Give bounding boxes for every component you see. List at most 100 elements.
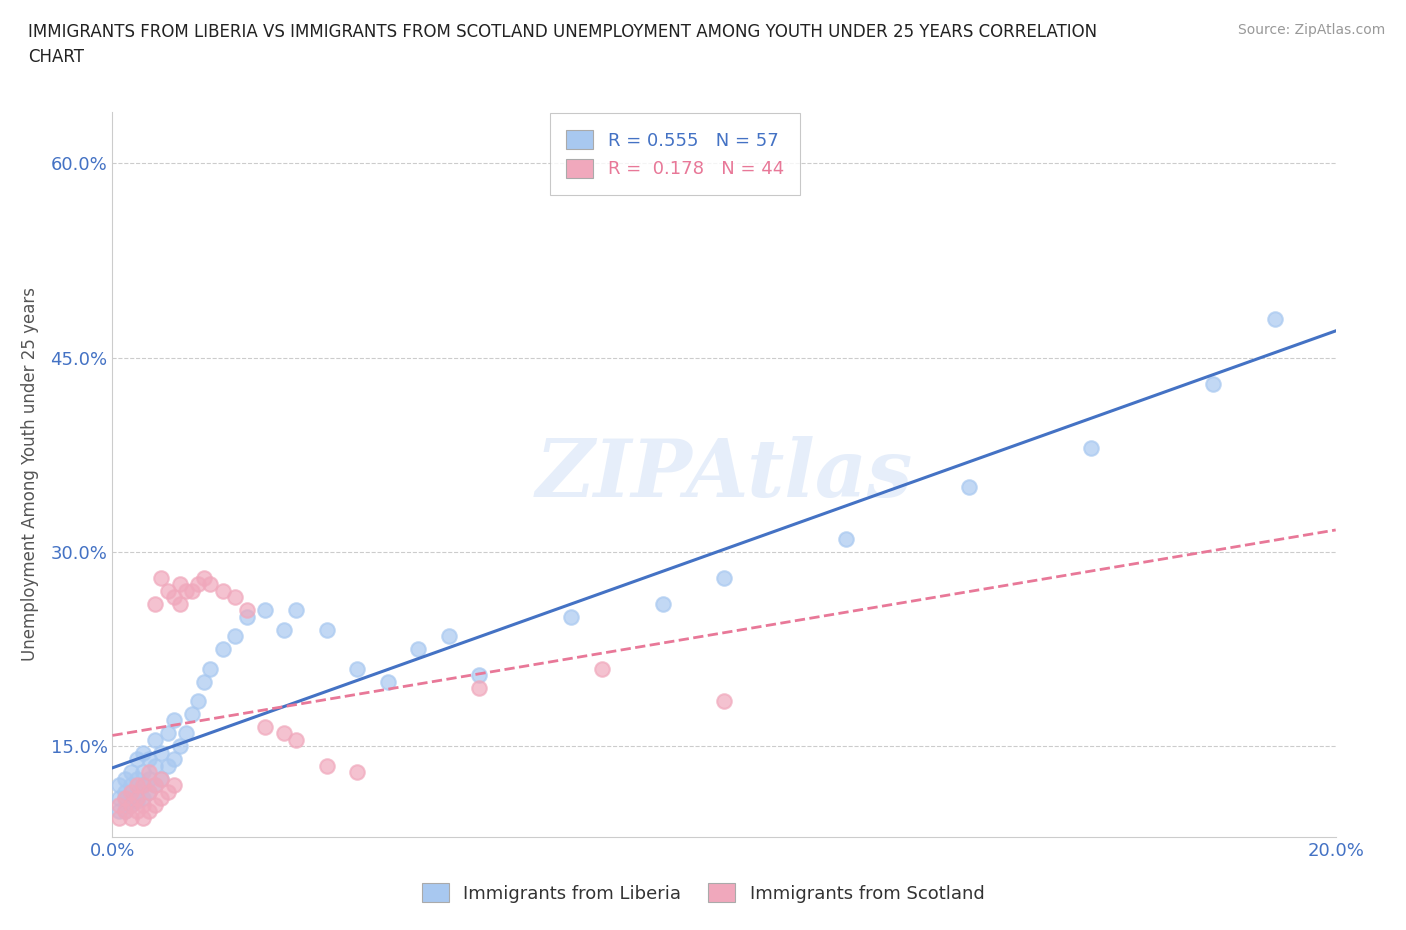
- Point: [236, 603, 259, 618]
- Point: [273, 622, 295, 637]
- Point: [132, 777, 155, 792]
- Point: [1202, 377, 1225, 392]
- Point: [346, 764, 368, 779]
- Point: [138, 784, 160, 799]
- Point: [143, 596, 166, 611]
- Point: [125, 751, 148, 766]
- Point: [150, 771, 173, 786]
- Point: [187, 694, 209, 709]
- Point: [114, 790, 136, 805]
- Point: [143, 797, 166, 812]
- Point: [468, 681, 491, 696]
- Point: [163, 777, 186, 792]
- Point: [169, 739, 191, 754]
- Point: [143, 777, 166, 792]
- Point: [346, 661, 368, 676]
- Point: [211, 642, 233, 657]
- Point: [200, 661, 222, 676]
- Point: [150, 771, 173, 786]
- Point: [315, 622, 337, 637]
- Point: [114, 771, 136, 786]
- Point: [284, 733, 308, 748]
- Point: [211, 583, 233, 598]
- Point: [150, 570, 173, 585]
- Point: [138, 751, 160, 766]
- Point: [273, 726, 295, 741]
- Point: [143, 758, 166, 773]
- Point: [132, 745, 155, 760]
- Point: [125, 793, 148, 808]
- Point: [163, 751, 186, 766]
- Point: [132, 810, 155, 825]
- Point: [120, 784, 142, 799]
- Point: [835, 532, 858, 547]
- Point: [1080, 441, 1102, 456]
- Text: Source: ZipAtlas.com: Source: ZipAtlas.com: [1237, 23, 1385, 37]
- Point: [120, 764, 142, 779]
- Point: [132, 764, 155, 779]
- Point: [174, 726, 197, 741]
- Point: [132, 797, 155, 812]
- Point: [125, 771, 148, 786]
- Point: [107, 790, 129, 805]
- Point: [193, 570, 215, 585]
- Point: [138, 784, 160, 799]
- Point: [107, 797, 129, 812]
- Point: [408, 642, 430, 657]
- Point: [181, 707, 204, 722]
- Point: [156, 726, 179, 741]
- Point: [143, 777, 166, 792]
- Point: [315, 758, 337, 773]
- Point: [377, 674, 399, 689]
- Point: [120, 797, 142, 812]
- Point: [120, 797, 142, 812]
- Point: [138, 771, 160, 786]
- Point: [120, 790, 142, 805]
- Point: [114, 784, 136, 799]
- Point: [224, 629, 246, 644]
- Point: [957, 480, 980, 495]
- Point: [224, 590, 246, 604]
- Point: [713, 694, 735, 709]
- Point: [156, 784, 179, 799]
- Text: IMMIGRANTS FROM LIBERIA VS IMMIGRANTS FROM SCOTLAND UNEMPLOYMENT AMONG YOUTH UND: IMMIGRANTS FROM LIBERIA VS IMMIGRANTS FR…: [28, 23, 1097, 41]
- Point: [150, 790, 173, 805]
- Point: [187, 577, 209, 591]
- Point: [132, 777, 155, 792]
- Point: [114, 804, 136, 818]
- Text: CHART: CHART: [28, 48, 84, 66]
- Point: [254, 720, 277, 735]
- Point: [437, 629, 460, 644]
- Point: [284, 603, 308, 618]
- Point: [468, 668, 491, 683]
- Point: [114, 804, 136, 818]
- Point: [125, 790, 148, 805]
- Point: [125, 804, 148, 818]
- Point: [193, 674, 215, 689]
- Legend: R = 0.555   N = 57, R =  0.178   N = 44: R = 0.555 N = 57, R = 0.178 N = 44: [550, 113, 800, 194]
- Point: [150, 745, 173, 760]
- Point: [200, 577, 222, 591]
- Point: [107, 810, 129, 825]
- Point: [169, 596, 191, 611]
- Point: [132, 790, 155, 805]
- Point: [138, 764, 160, 779]
- Point: [169, 577, 191, 591]
- Point: [163, 590, 186, 604]
- Point: [107, 777, 129, 792]
- Point: [143, 733, 166, 748]
- Point: [174, 583, 197, 598]
- Legend: Immigrants from Liberia, Immigrants from Scotland: Immigrants from Liberia, Immigrants from…: [412, 873, 994, 911]
- Point: [125, 777, 148, 792]
- Point: [125, 784, 148, 799]
- Point: [120, 810, 142, 825]
- Point: [138, 804, 160, 818]
- Point: [1264, 312, 1286, 326]
- Point: [254, 603, 277, 618]
- Point: [560, 609, 582, 624]
- Point: [156, 758, 179, 773]
- Point: [114, 790, 136, 805]
- Point: [120, 777, 142, 792]
- Point: [181, 583, 204, 598]
- Point: [591, 661, 613, 676]
